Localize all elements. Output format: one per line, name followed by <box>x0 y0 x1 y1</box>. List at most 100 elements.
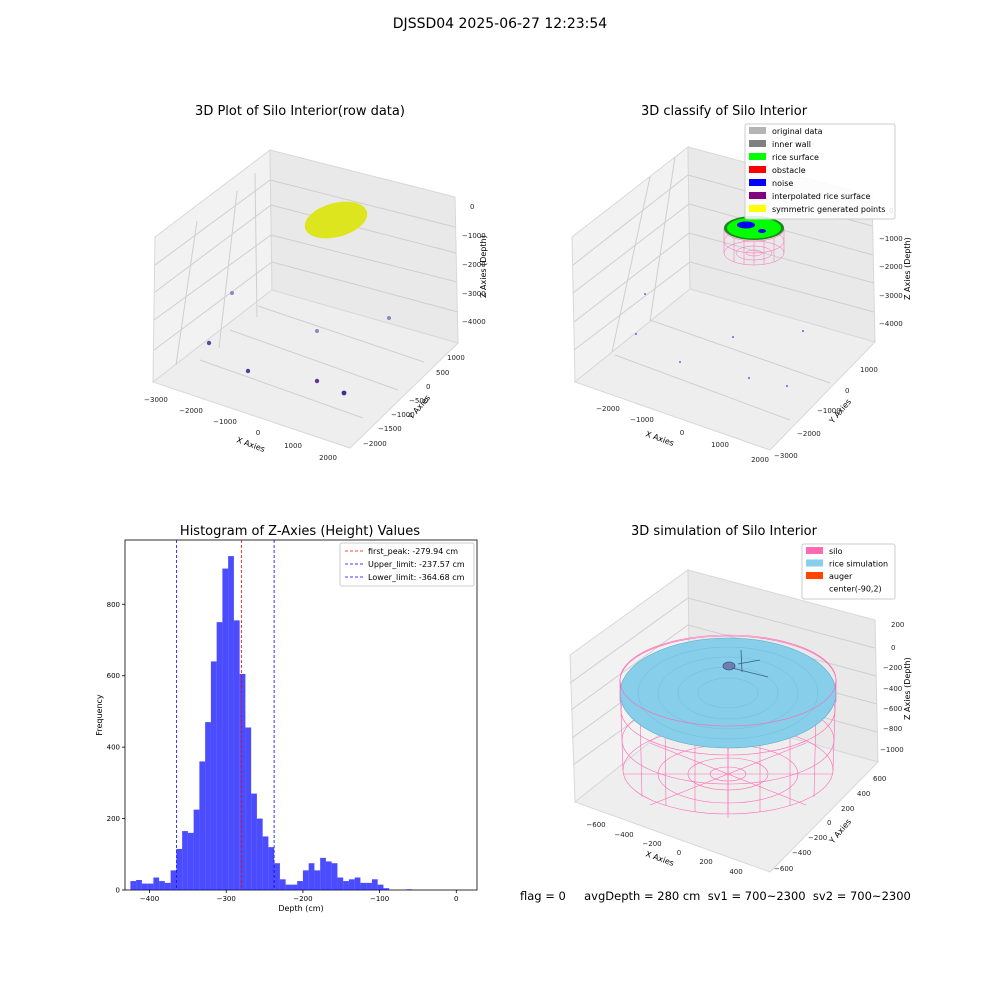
z-tick-label: 200 <box>891 621 904 629</box>
legend-label: interpolated rice surface <box>772 192 870 201</box>
histogram-bar <box>377 884 384 890</box>
x-tick-label: −200 <box>293 895 312 903</box>
panel3-x-ticks: −400 −300 −200 −100 0 <box>140 890 459 903</box>
histogram-bar <box>274 863 280 890</box>
x-tick-label: −100 <box>370 895 389 903</box>
panel3-legend: first_peak: -279.94 cm Upper_limit: -237.… <box>339 542 475 587</box>
panel3-bars <box>130 556 413 890</box>
legend-swatch <box>806 559 823 567</box>
histogram-bar <box>222 568 229 890</box>
histogram-bar <box>251 793 257 890</box>
panel4-z-ticks: 200 0 −200 −400 −600 −800 −1000 <box>880 621 904 754</box>
y-tick-label: 1000 <box>860 366 878 374</box>
z-tick-label: −600 <box>883 705 902 713</box>
histogram-bar <box>291 884 298 890</box>
panel1-data <box>206 201 391 396</box>
panel1-point <box>315 329 319 333</box>
panel4-legend: silo rice simulation auger center(-90,2) <box>801 543 896 600</box>
x-tick-label: 200 <box>699 858 712 866</box>
legend-swatch <box>749 127 766 134</box>
histogram-bar <box>337 877 344 890</box>
x-tick-label: 1000 <box>711 441 729 449</box>
histogram-bar <box>308 863 315 890</box>
panel3-ref-lines <box>176 540 275 890</box>
z-tick-label: −3000 <box>879 292 903 300</box>
legend-swatch <box>749 166 766 173</box>
histogram-bar <box>141 883 148 890</box>
panel2-y-ticks: 1000 0 −1000 −2000 −3000 <box>774 366 878 460</box>
z-tick-label: −400 <box>883 685 902 693</box>
histogram-bar <box>262 836 269 890</box>
panel4-auger <box>722 649 769 678</box>
histogram-bar <box>348 879 355 890</box>
z-tick-label: −1000 <box>880 746 904 754</box>
legend-label: first_peak: -279.94 cm <box>368 547 458 556</box>
panel1-point <box>387 316 391 320</box>
panel1-point <box>245 368 251 374</box>
histogram-bar <box>314 870 321 890</box>
status-info: flag = 0 avgDepth = 280 cm sv1 = 700~230… <box>520 889 911 903</box>
x-tick-label: −600 <box>586 821 605 829</box>
panel2-floor-pane <box>573 288 876 451</box>
panel3-y-ticks: 0 200 400 600 800 <box>107 601 125 895</box>
y-tick-label: −400 <box>792 849 811 857</box>
histogram-bar <box>153 877 160 890</box>
panel1-point <box>206 340 212 346</box>
histogram-bar <box>320 857 326 890</box>
panel3-x-label: Depth (cm) <box>278 904 323 913</box>
z-tick-label: −2000 <box>879 263 903 271</box>
histogram-bar <box>285 884 292 890</box>
panel4-x-ticks: −600 −400 −200 0 200 400 <box>586 821 742 876</box>
legend-label: auger <box>829 572 853 581</box>
y-tick-label: 600 <box>873 775 886 783</box>
y-tick-label: 800 <box>107 601 120 609</box>
panel3-title: Histogram of Z-Axies (Height) Values <box>179 524 421 539</box>
y-tick-label: −2000 <box>363 440 387 448</box>
y-tick-label: 0 <box>827 819 831 827</box>
z-tick-label: −4000 <box>462 318 486 326</box>
histogram-bar <box>228 556 234 890</box>
legend-label: rice simulation <box>829 560 888 569</box>
panel1-panes <box>151 149 459 449</box>
z-tick-label: −3000 <box>462 290 486 298</box>
y-tick-label: −500 <box>409 397 428 405</box>
z-tick-label: 0 <box>470 203 474 211</box>
legend-label: Lower_limit: -364.68 cm <box>368 573 465 582</box>
panel2-noise-cluster <box>758 229 766 233</box>
panel1-point <box>230 291 234 295</box>
z-tick-label: −800 <box>883 725 902 733</box>
legend-box <box>744 123 896 220</box>
histogram-bar <box>331 863 338 890</box>
y-tick-label: 0 <box>845 387 849 395</box>
x-tick-label: −300 <box>217 895 236 903</box>
y-tick-label: 200 <box>107 815 120 823</box>
y-tick-label: −1500 <box>378 425 402 433</box>
y-tick-label: −1000 <box>817 407 841 415</box>
y-tick-label: 200 <box>841 805 854 813</box>
x-tick-label: −400 <box>140 895 159 903</box>
histogram-bar <box>245 727 252 890</box>
legend-label: original data <box>772 127 823 136</box>
histogram-bar <box>279 879 286 890</box>
histogram-bar <box>216 622 223 890</box>
y-tick-label: 400 <box>107 744 120 752</box>
legend-label: silo <box>829 547 843 556</box>
histogram-bar <box>193 809 200 890</box>
legend-label: center(-90,2) <box>829 585 882 594</box>
x-tick-label: −200 <box>642 840 661 848</box>
panel1-floor-pane <box>151 289 459 449</box>
x-tick-label: 1000 <box>284 442 302 450</box>
histogram-bar <box>210 661 217 890</box>
panel1-grid <box>153 172 459 419</box>
histogram-bar <box>325 861 332 890</box>
z-tick-label: −200 <box>883 664 902 672</box>
panel2-z-ticks: 0 −1000 −2000 −3000 −4000 <box>879 207 903 328</box>
panel2-rice-surface <box>727 217 781 239</box>
histogram-bar <box>164 882 171 890</box>
y-tick-label: −600 <box>774 865 793 873</box>
histogram-bar <box>136 880 142 890</box>
panel1-rice-surface-cloud <box>304 201 368 239</box>
panel1-point <box>314 378 320 384</box>
panel4-silo-wireframe <box>619 634 837 818</box>
y-tick-label: 400 <box>857 790 870 798</box>
